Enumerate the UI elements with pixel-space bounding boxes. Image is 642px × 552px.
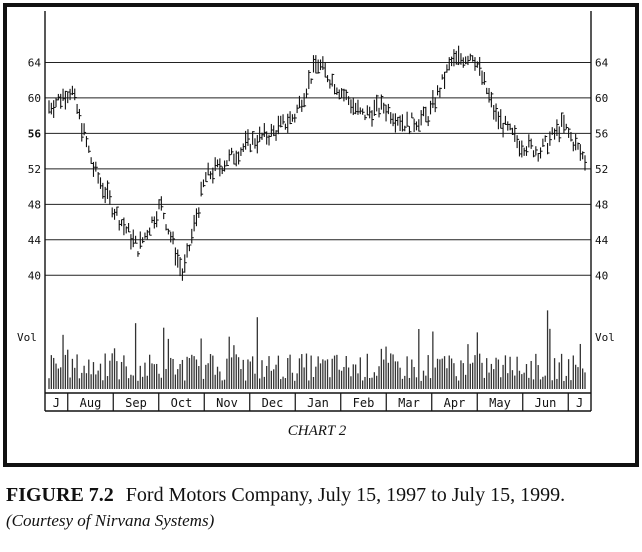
y-tick-left-48: 48 — [28, 198, 41, 211]
month-label-apr: Apr — [444, 396, 466, 410]
y-tick-left-44: 44 — [28, 234, 42, 247]
month-label-nov: Nov — [216, 396, 238, 410]
month-label-jan: Jan — [307, 396, 329, 410]
y-tick-right-60: 60 — [595, 92, 608, 105]
month-label-feb: Feb — [353, 396, 375, 410]
figure-credit: (Courtesy of Nirvana Systems) — [6, 511, 215, 530]
month-label-jun: Jun — [535, 396, 557, 410]
volume-label-right: Vol — [595, 331, 615, 344]
figure-label: FIGURE 7.2 — [6, 484, 114, 506]
y-tick-right-52: 52 — [595, 163, 608, 176]
axis-layer: 40 40 44 44 48 48 52 52 56 56 60 60 64 64 J Aug Sep Oct No… — [28, 11, 609, 412]
y-tick-right-44: 44 — [595, 234, 609, 247]
grid-layer — [45, 61, 591, 276]
volume-label-left: Vol — [17, 331, 37, 344]
y-tick-left-56: 56 — [28, 127, 42, 140]
y-tick-right-64: 64 — [595, 56, 609, 69]
price-chart: 40 40 44 44 48 48 52 52 56 56 60 60 64 64 J Aug Sep Oct No… — [17, 11, 615, 439]
y-tick-left-52: 52 — [28, 163, 41, 176]
y-tick-left-40: 40 — [28, 269, 41, 282]
y-tick-left-60: 60 — [28, 92, 41, 105]
month-label-oct: Oct — [171, 396, 193, 410]
y-tick-right-40: 40 — [595, 269, 608, 282]
y-tick-right-56: 56 — [595, 127, 608, 140]
chart-title: CHART 2 — [288, 423, 347, 439]
y-tick-left-64: 64 — [28, 56, 42, 69]
month-label-j: J — [576, 396, 583, 410]
month-label-aug: Aug — [80, 396, 102, 410]
figure-caption: FIGURE 7.2 Ford Motors Company, July 15, … — [6, 482, 638, 534]
volume-bars-layer — [48, 310, 586, 389]
month-label-dec: Dec — [262, 396, 284, 410]
y-tick-right-48: 48 — [595, 198, 608, 211]
month-label-sep: Sep — [125, 396, 147, 410]
month-label-j: J — [53, 396, 60, 410]
chart-frame: 40 40 44 44 48 48 52 52 56 56 60 60 64 64 J Aug Sep Oct No… — [3, 3, 639, 467]
figure-text: Ford Motors Company, July 15, 1997 to Ju… — [125, 484, 566, 506]
month-label-may: May — [489, 396, 511, 410]
price-bars-layer — [48, 45, 587, 281]
month-label-mar: Mar — [398, 396, 420, 410]
